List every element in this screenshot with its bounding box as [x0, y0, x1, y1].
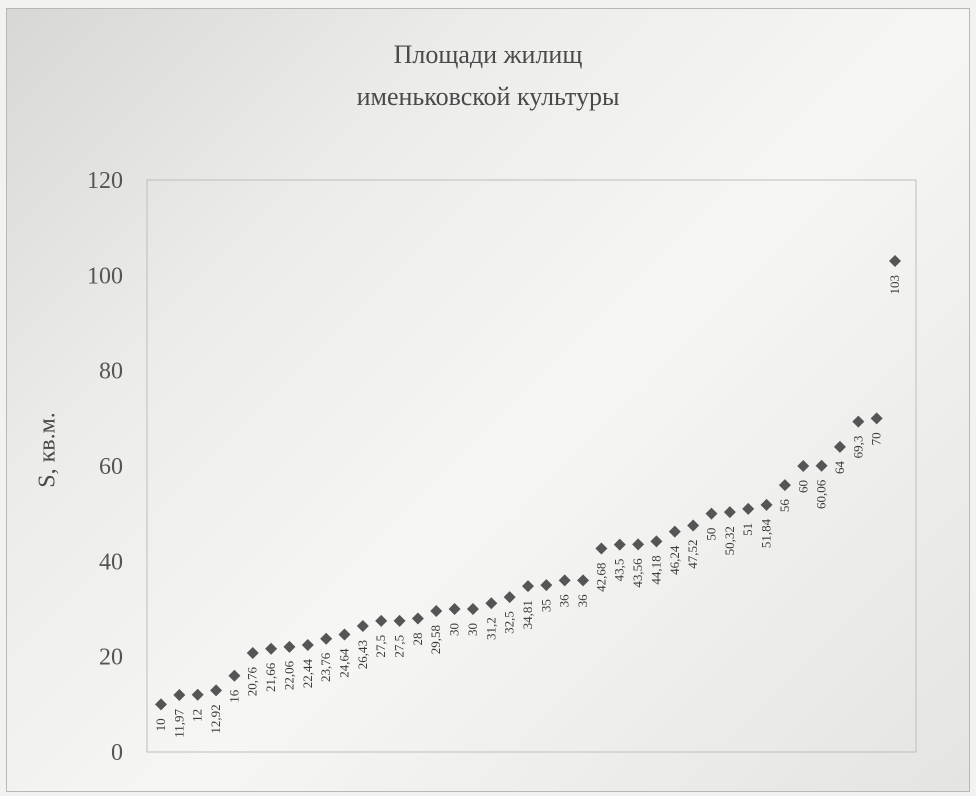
data-point: [559, 574, 571, 586]
data-point: [614, 539, 626, 551]
data-label: 34,81: [520, 600, 535, 629]
data-point: [761, 499, 773, 511]
data-point: [632, 538, 644, 550]
data-point: [192, 689, 204, 701]
data-label: 56: [777, 499, 792, 512]
data-label: 32,5: [502, 611, 517, 634]
y-tick-label: 80: [99, 359, 123, 385]
data-point: [394, 615, 406, 627]
data-label: 50,32: [722, 526, 737, 555]
data-label: 12,92: [208, 704, 223, 733]
data-point: [320, 633, 332, 645]
data-point: [467, 603, 479, 615]
data-label: 36: [557, 594, 572, 608]
data-label: 10: [153, 718, 168, 731]
y-tick-label: 20: [99, 645, 123, 671]
data-label: 11,97: [171, 708, 186, 737]
data-label: 26,43: [355, 640, 370, 669]
data-label: 47,52: [685, 539, 700, 568]
data-label: 24,64: [337, 648, 352, 678]
data-point: [871, 412, 883, 424]
data-label: 30: [465, 623, 480, 636]
data-label: 27,5: [392, 635, 407, 658]
data-label: 42,68: [593, 563, 608, 592]
data-label: 69,3: [850, 436, 865, 459]
data-point: [540, 579, 552, 591]
data-label: 44,18: [648, 555, 663, 584]
data-label: 16: [226, 689, 241, 703]
data-label: 35: [538, 599, 553, 612]
data-point: [302, 639, 314, 651]
data-label: 70: [869, 432, 884, 445]
data-point: [724, 506, 736, 518]
data-label: 60,06: [814, 479, 829, 509]
data-label: 28: [410, 633, 425, 646]
data-point: [522, 580, 534, 592]
data-point: [834, 441, 846, 453]
data-label: 36: [575, 594, 590, 608]
y-tick-label: 40: [99, 549, 123, 575]
data-label: 43,56: [630, 558, 645, 588]
data-label: 43,5: [612, 559, 627, 582]
y-tick-label: 120: [87, 168, 123, 194]
data-point: [357, 620, 369, 632]
data-label: 51: [740, 523, 755, 536]
data-label: 20,76: [245, 667, 260, 697]
data-point: [852, 416, 864, 428]
data-label: 64: [832, 460, 847, 474]
data-point: [595, 543, 607, 555]
data-point: [210, 684, 222, 696]
data-label: 46,24: [667, 545, 682, 575]
data-label: 31,2: [483, 617, 498, 640]
data-point: [706, 508, 718, 520]
data-point: [577, 574, 589, 586]
data-point: [265, 643, 277, 655]
data-label: 21,66: [263, 662, 278, 692]
data-label: 22,06: [281, 660, 296, 690]
data-label: 27,5: [373, 635, 388, 658]
data-point: [669, 526, 681, 538]
data-label: 60: [795, 480, 810, 493]
data-points: [155, 255, 901, 710]
y-tick-label: 60: [99, 454, 123, 480]
data-label: 30: [447, 623, 462, 636]
data-label: 23,76: [318, 652, 333, 682]
data-label: 103: [887, 275, 902, 295]
y-axis-ticks: 0 20 40 60 80 100 120: [87, 168, 123, 766]
data-point: [889, 255, 901, 267]
data-label: 51,84: [759, 518, 774, 548]
data-point: [430, 605, 442, 617]
y-tick-label: 0: [111, 740, 123, 766]
data-point: [449, 603, 461, 615]
data-point: [650, 535, 662, 547]
data-point: [412, 613, 424, 625]
data-point: [687, 519, 699, 531]
data-point: [742, 503, 754, 515]
data-point: [228, 670, 240, 682]
data-point: [247, 647, 259, 659]
data-point: [504, 591, 516, 603]
y-tick-label: 100: [87, 263, 123, 289]
data-label: 22,44: [300, 659, 315, 689]
data-point: [485, 597, 497, 609]
data-label: 12: [190, 709, 205, 722]
data-label: 50: [704, 528, 719, 541]
data-point: [339, 629, 351, 641]
data-point: [155, 698, 167, 710]
data-label: 29,58: [428, 625, 443, 654]
data-point: [283, 641, 295, 653]
data-point: [797, 460, 809, 472]
data-point: [816, 460, 828, 472]
data-point: [375, 615, 387, 627]
data-point: [779, 479, 791, 491]
data-point: [173, 689, 185, 701]
